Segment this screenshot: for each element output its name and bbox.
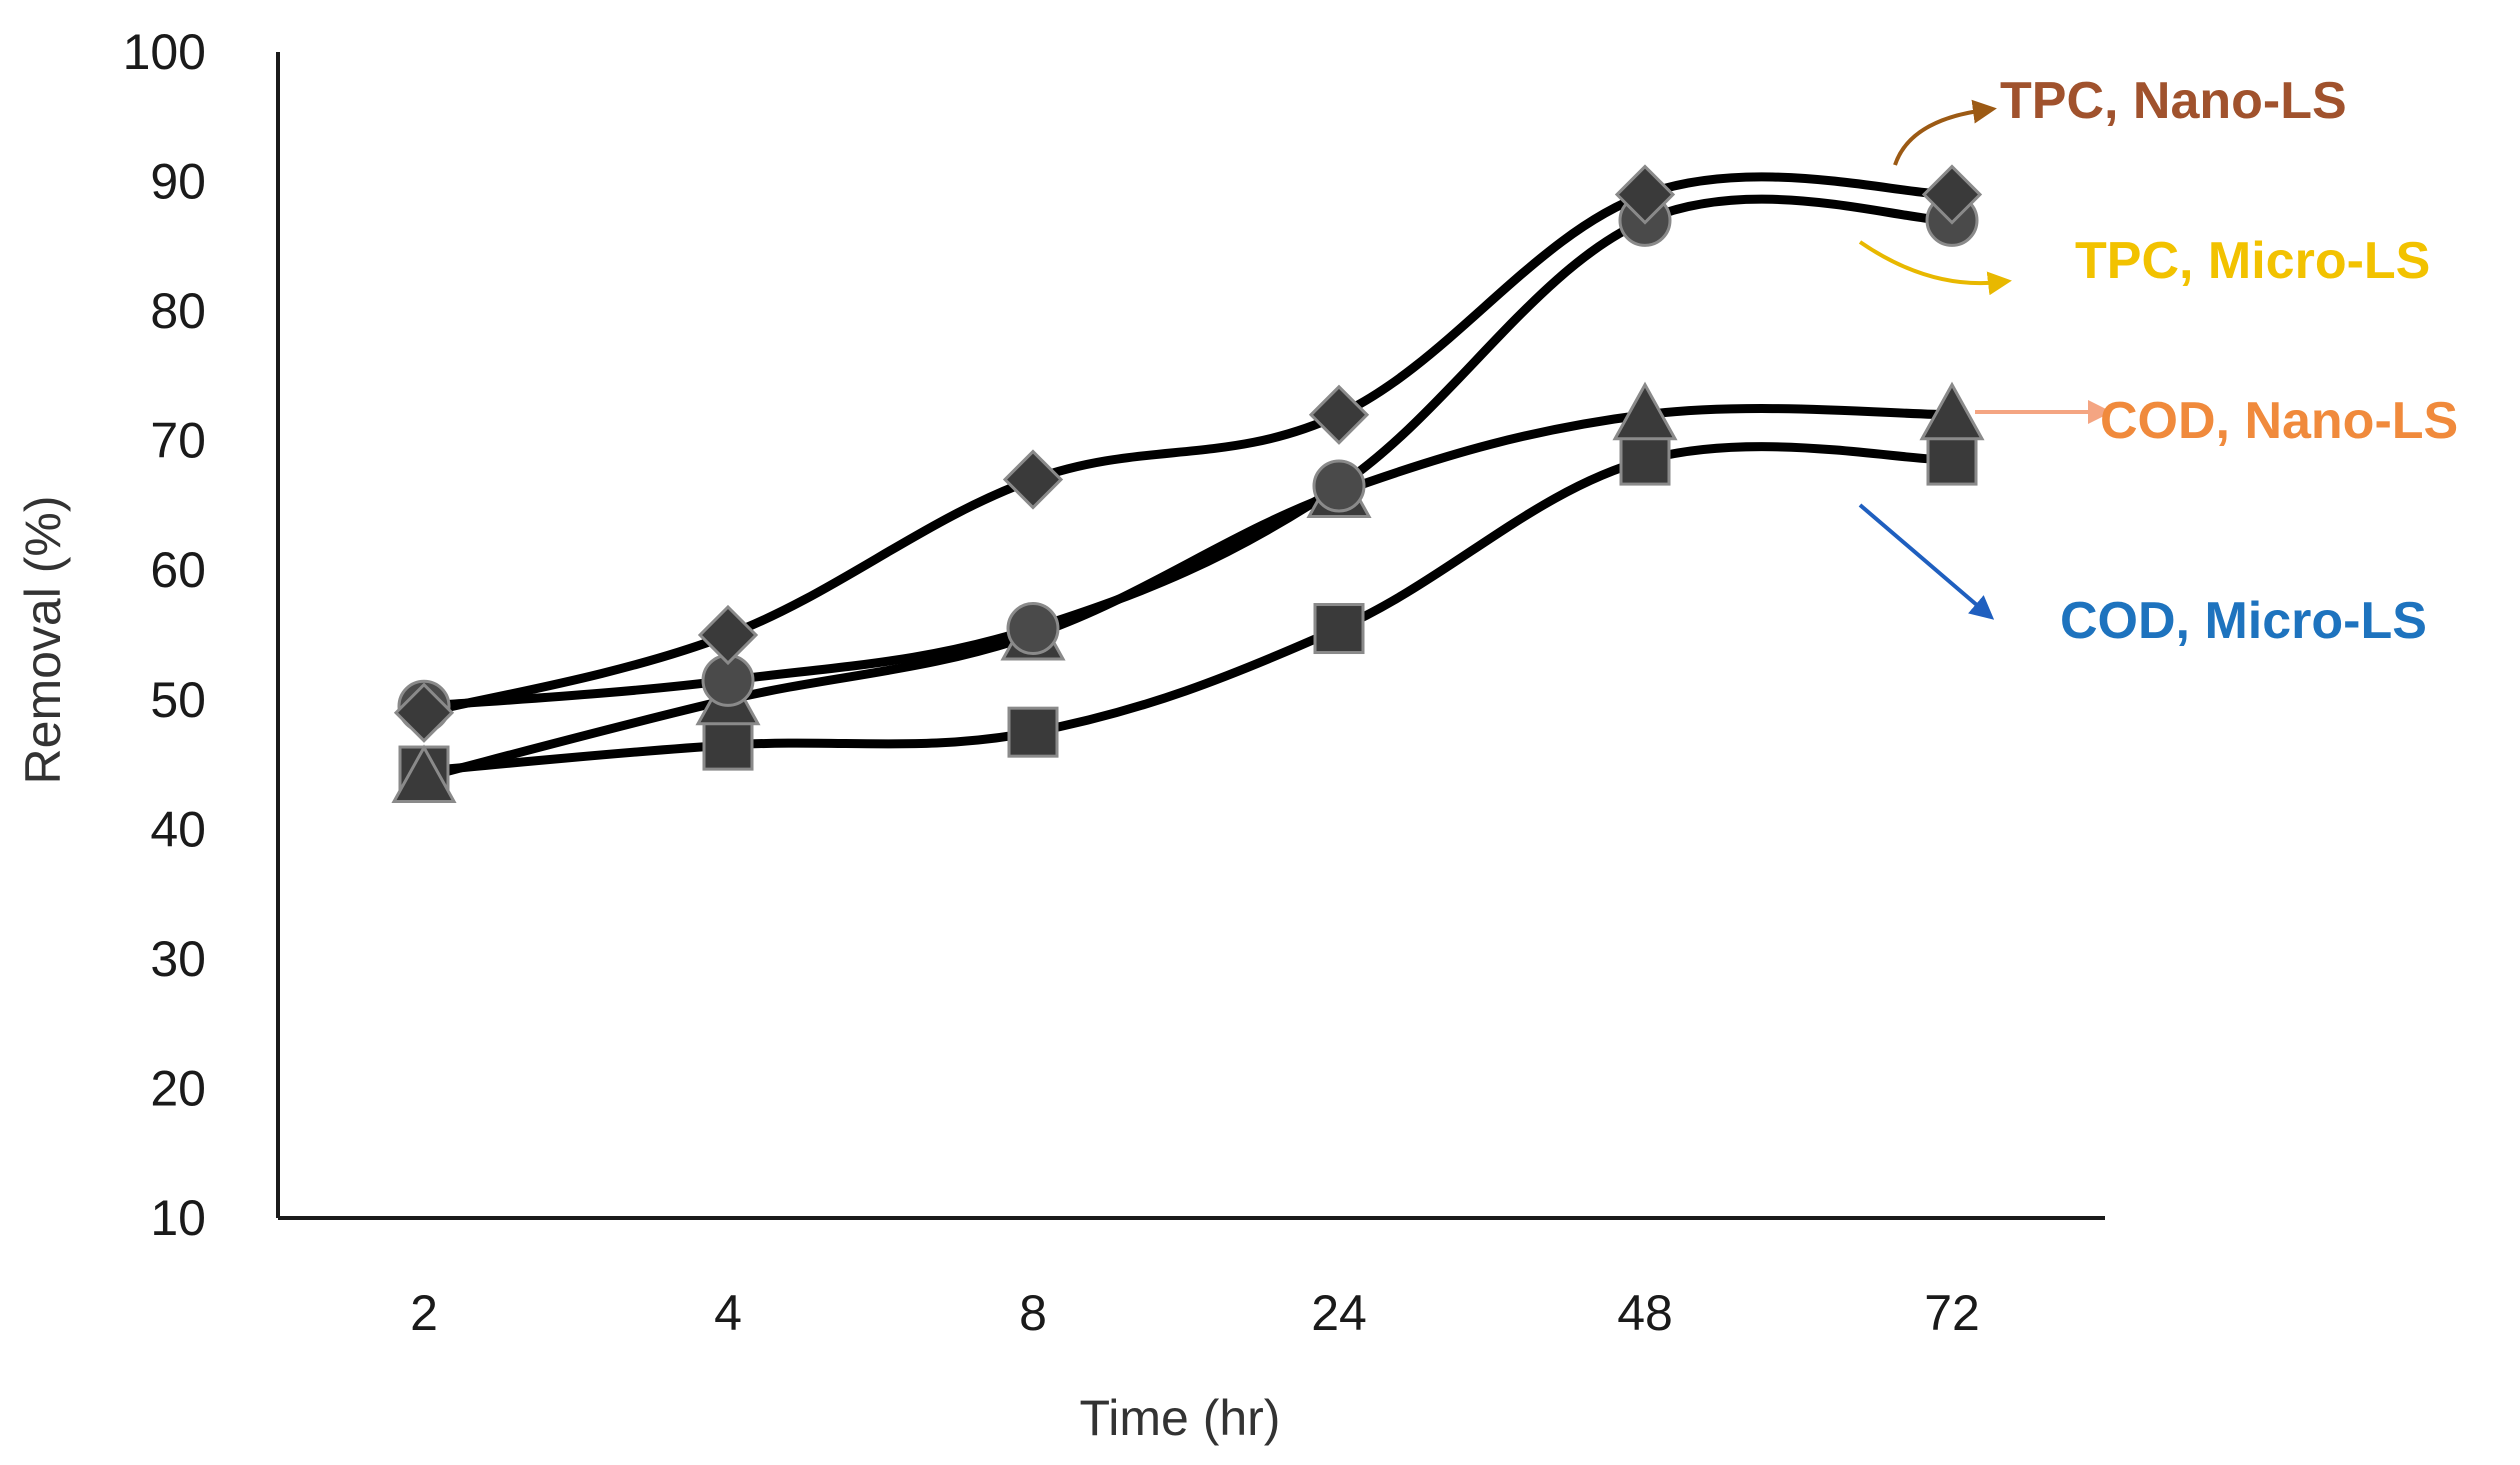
square-marker xyxy=(1007,706,1059,758)
y-tick-label: 70 xyxy=(150,413,206,469)
y-tick-label: 40 xyxy=(150,801,206,857)
series-line xyxy=(419,194,1957,711)
y-tick-label: 60 xyxy=(150,542,206,598)
y-tick-label: 80 xyxy=(150,283,206,339)
circle-marker xyxy=(1312,459,1366,513)
legend-arrow xyxy=(1858,240,2012,296)
axes xyxy=(276,52,2105,1220)
square-marker xyxy=(1926,434,1978,486)
x-tick-label: 2 xyxy=(410,1285,438,1341)
x-tick-label: 24 xyxy=(1311,1285,1367,1341)
series-line xyxy=(419,172,1957,718)
x-tick-label: 48 xyxy=(1617,1285,1673,1341)
diamond-marker xyxy=(1614,164,1676,225)
y-tick-label: 90 xyxy=(150,154,206,210)
square-marker xyxy=(1619,434,1671,486)
x-tick-label: 4 xyxy=(714,1285,742,1341)
x-tick-label: 8 xyxy=(1019,1285,1047,1341)
square-marker xyxy=(702,719,754,771)
y-tick-label: 10 xyxy=(150,1190,206,1246)
diamond-marker xyxy=(1002,449,1064,510)
series-lines xyxy=(419,172,1957,783)
square-marker xyxy=(1313,603,1365,655)
series-markers xyxy=(391,164,1985,804)
legend-arrow xyxy=(1858,503,1995,620)
circle-marker xyxy=(1006,602,1060,656)
triangle-marker xyxy=(1919,381,1985,441)
diamond-marker xyxy=(1921,164,1983,225)
legend-label: COD, Micro-LS xyxy=(2060,592,2427,650)
diamond-marker xyxy=(697,604,759,666)
legend: TPC, Nano-LS TPC, Micro-LS COD, Nano-LS COD… xyxy=(1858,72,2458,650)
legend-label: TPC, Nano-LS xyxy=(2000,72,2347,130)
x-tick-label: 72 xyxy=(1924,1285,1980,1341)
legend-label: COD, Nano-LS xyxy=(2100,392,2458,450)
y-tick-label: 100 xyxy=(123,24,206,80)
diamond-marker xyxy=(393,682,455,743)
series-line xyxy=(419,404,1957,783)
triangle-marker xyxy=(1612,381,1678,441)
y-tick-label: 30 xyxy=(150,931,206,987)
y-axis-title: Removal (%) xyxy=(15,496,71,785)
legend-label: TPC, Micro-LS xyxy=(2075,232,2430,290)
y-tick-label: 50 xyxy=(150,672,206,728)
series-line xyxy=(419,442,1957,776)
legend-arrow xyxy=(1893,99,1997,166)
triangle-marker xyxy=(391,744,457,804)
diamond-marker xyxy=(1308,384,1370,445)
x-axis-title: Time (hr) xyxy=(1080,1390,1281,1446)
y-tick-label: 20 xyxy=(150,1060,206,1116)
